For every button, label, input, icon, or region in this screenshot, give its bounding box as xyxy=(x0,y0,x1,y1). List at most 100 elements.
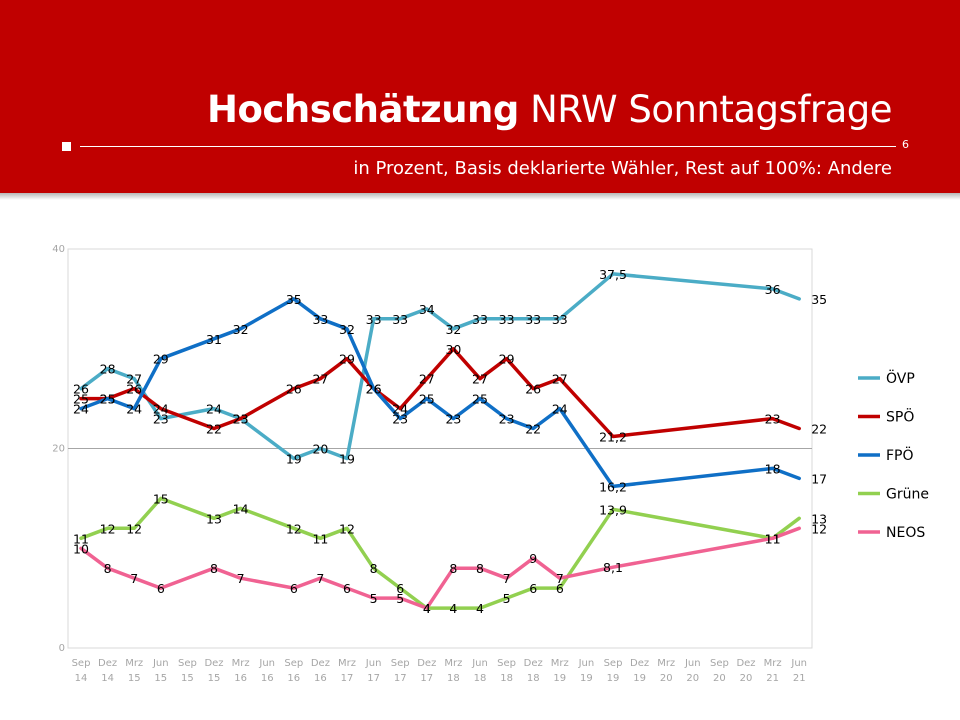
x-tick-label: 15 xyxy=(154,673,167,684)
x-tick-label: Sep xyxy=(604,658,623,669)
data-label: 33 xyxy=(472,312,488,327)
data-label: 29 xyxy=(153,352,169,367)
x-tick-label: 21 xyxy=(766,673,779,684)
x-tick-label: Dez xyxy=(524,658,543,669)
x-tick-label: 18 xyxy=(447,673,460,684)
x-tick-label: 17 xyxy=(341,673,354,684)
data-label: 33 xyxy=(525,312,541,327)
data-label: 24 xyxy=(206,402,222,417)
x-tick-label: Jun xyxy=(790,658,807,669)
series-line-neos xyxy=(79,526,801,610)
data-label: 5 xyxy=(503,591,511,606)
x-tick-label: Jun xyxy=(578,658,595,669)
title-bold: Hochschätzung xyxy=(207,88,519,131)
data-label: 24 xyxy=(73,402,89,417)
data-label: 6 xyxy=(290,581,298,596)
data-label: 13 xyxy=(206,511,222,526)
data-label: 6 xyxy=(396,581,404,596)
data-label: 29 xyxy=(339,352,355,367)
data-label: 6 xyxy=(343,581,351,596)
data-label: 29 xyxy=(499,352,515,367)
data-label: 12 xyxy=(126,521,142,536)
x-tick-label: 16 xyxy=(314,673,327,684)
data-label: 5 xyxy=(396,591,404,606)
data-label: 13,9 xyxy=(599,502,627,517)
x-tick-label: Sep xyxy=(710,658,729,669)
data-label: 11 xyxy=(73,531,89,546)
series-line-grüne xyxy=(79,496,801,610)
data-label: 12 xyxy=(339,521,355,536)
data-label: 35 xyxy=(286,292,302,307)
data-label: 12 xyxy=(286,521,302,536)
x-tick-label: Sep xyxy=(391,658,410,669)
x-tick-label: 16 xyxy=(261,673,274,684)
data-label: 32 xyxy=(233,322,249,337)
x-tick-label: 16 xyxy=(234,673,247,684)
title-rest: NRW Sonntagsfrage xyxy=(530,88,892,131)
data-label: 7 xyxy=(130,571,138,586)
data-label: 19 xyxy=(286,451,302,466)
data-label: 4 xyxy=(476,601,484,616)
data-label: 7 xyxy=(316,571,324,586)
data-label: 7 xyxy=(503,571,511,586)
data-label: 25 xyxy=(100,392,116,407)
data-label: 22 xyxy=(206,422,222,437)
series-line-övp xyxy=(79,272,801,461)
x-tick-label: Sep xyxy=(178,658,197,669)
data-label: 24 xyxy=(153,402,169,417)
data-label: 35 xyxy=(811,292,827,307)
data-label: 33 xyxy=(366,312,382,327)
x-tick-label: Mrz xyxy=(551,658,569,669)
data-label: 26 xyxy=(126,382,142,397)
data-label: 28 xyxy=(100,362,116,377)
x-tick-label: 15 xyxy=(208,673,221,684)
data-label: 30 xyxy=(445,342,461,357)
data-label: 22 xyxy=(525,422,541,437)
data-label: 27 xyxy=(552,372,568,387)
x-tick-label: Dez xyxy=(311,658,330,669)
data-label: 12 xyxy=(811,521,827,536)
data-label: 24 xyxy=(552,402,568,417)
data-label: 27 xyxy=(126,372,142,387)
data-label: 8 xyxy=(104,561,112,576)
data-label: 6 xyxy=(529,581,537,596)
legend-label: FPÖ xyxy=(886,446,914,464)
x-tick-label: Sep xyxy=(497,658,516,669)
title-rule xyxy=(80,146,896,147)
data-label: 24 xyxy=(392,402,408,417)
data-label: 26 xyxy=(366,382,382,397)
data-label: 33 xyxy=(312,312,328,327)
x-tick-label: Mrz xyxy=(764,658,782,669)
data-label: 37,5 xyxy=(599,267,627,282)
data-label: 8 xyxy=(449,561,457,576)
data-label: 9 xyxy=(529,551,537,566)
data-label: 19 xyxy=(339,451,355,466)
data-label: 33 xyxy=(392,312,408,327)
x-tick-label: Sep xyxy=(284,658,303,669)
x-tick-label: Dez xyxy=(417,658,436,669)
header-shadow xyxy=(0,193,960,200)
x-tick-label: 19 xyxy=(607,673,620,684)
x-tick-label: 18 xyxy=(474,673,487,684)
data-label: 33 xyxy=(499,312,515,327)
data-label: 8 xyxy=(370,561,378,576)
x-tick-label: 21 xyxy=(793,673,806,684)
data-label: 23 xyxy=(153,412,169,427)
data-label: 6 xyxy=(556,581,564,596)
x-tick-label: Mrz xyxy=(657,658,675,669)
data-label: 26 xyxy=(286,382,302,397)
data-label: 7 xyxy=(237,571,245,586)
data-label: 24 xyxy=(126,402,142,417)
data-label: 27 xyxy=(472,372,488,387)
data-label: 11 xyxy=(765,531,781,546)
data-label: 4 xyxy=(423,601,431,616)
x-tick-label: Jun xyxy=(258,658,275,669)
legend-label: SPÖ xyxy=(886,408,914,426)
y-tick-label: 40 xyxy=(52,244,65,255)
data-label: 23 xyxy=(499,412,515,427)
bullet-square xyxy=(62,142,71,151)
data-label: 8 xyxy=(210,561,218,576)
data-label: 20 xyxy=(312,442,328,457)
data-label: 25 xyxy=(472,392,488,407)
